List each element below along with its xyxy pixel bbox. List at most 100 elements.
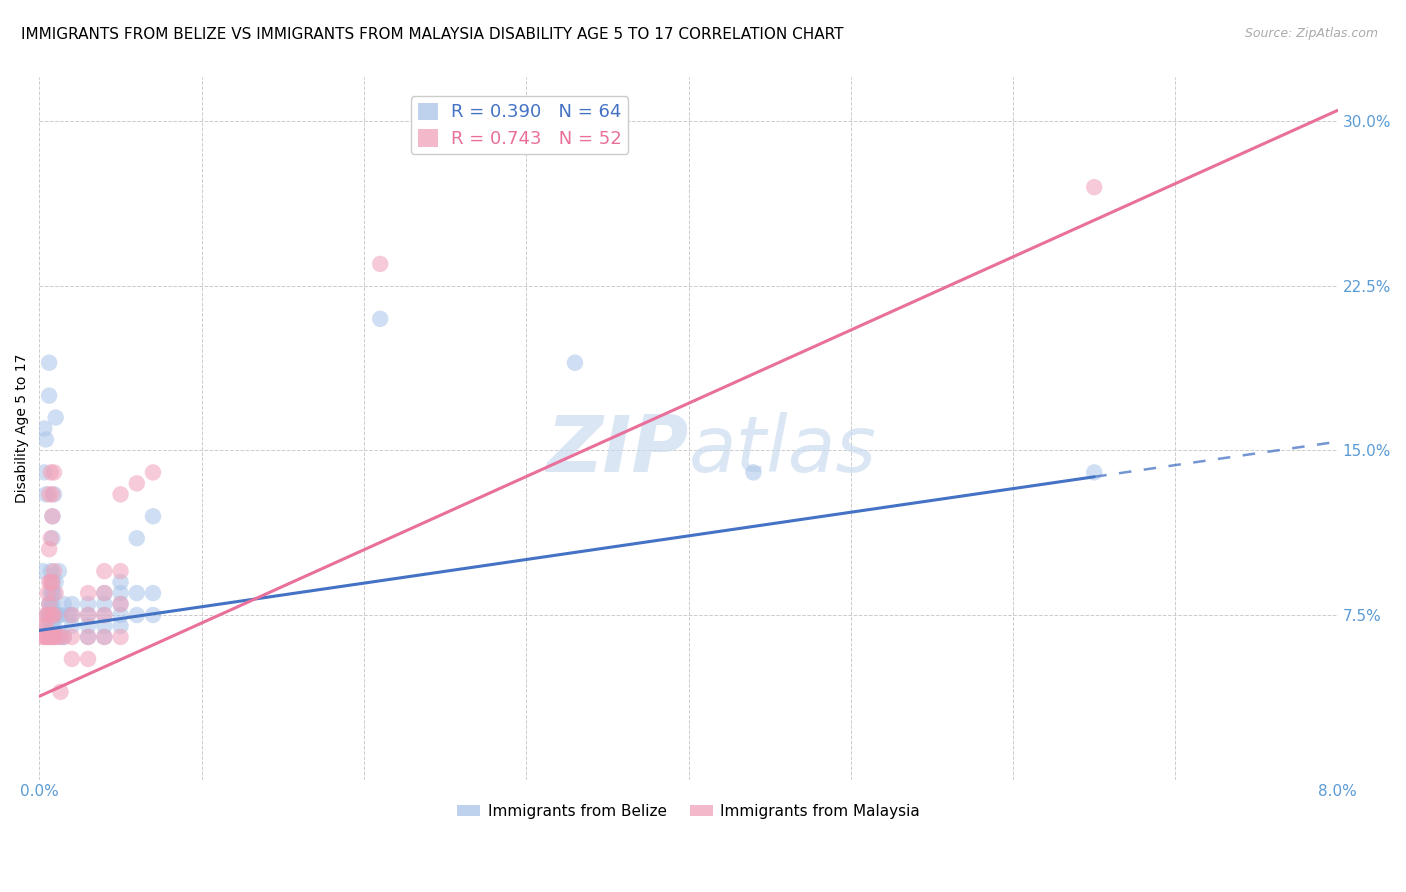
Point — [93, 586, 115, 600]
Point — [77, 652, 100, 666]
Point — [45, 586, 67, 600]
Point — [38, 575, 60, 590]
Point — [49, 608, 72, 623]
Point — [35, 630, 58, 644]
Point — [368, 257, 391, 271]
Point — [41, 575, 63, 590]
Point — [42, 608, 65, 623]
Point — [60, 652, 83, 666]
Point — [37, 608, 59, 623]
Point — [77, 608, 100, 623]
Point — [60, 608, 83, 623]
Point — [39, 531, 62, 545]
Point — [368, 311, 391, 326]
Point — [125, 476, 148, 491]
Point — [41, 608, 63, 623]
Point — [60, 597, 83, 611]
Point — [142, 586, 165, 600]
Point — [38, 597, 60, 611]
Point — [42, 564, 65, 578]
Point — [45, 410, 67, 425]
Point — [49, 685, 72, 699]
Point — [77, 608, 100, 623]
Point — [110, 630, 132, 644]
Text: ZIP: ZIP — [547, 411, 689, 488]
Text: IMMIGRANTS FROM BELIZE VS IMMIGRANTS FROM MALAYSIA DISABILITY AGE 5 TO 17 CORREL: IMMIGRANTS FROM BELIZE VS IMMIGRANTS FRO… — [21, 27, 844, 42]
Point — [142, 466, 165, 480]
Legend: Immigrants from Belize, Immigrants from Malaysia: Immigrants from Belize, Immigrants from … — [451, 797, 927, 824]
Text: atlas: atlas — [689, 411, 876, 488]
Point — [37, 619, 59, 633]
Point — [38, 597, 60, 611]
Point — [77, 630, 100, 644]
Point — [52, 630, 75, 644]
Point — [125, 608, 148, 623]
Point — [564, 356, 586, 370]
Point — [48, 608, 70, 623]
Point — [77, 586, 100, 600]
Point — [742, 466, 765, 480]
Point — [42, 630, 65, 644]
Y-axis label: Disability Age 5 to 17: Disability Age 5 to 17 — [15, 354, 30, 503]
Point — [32, 421, 55, 435]
Point — [39, 586, 62, 600]
Point — [37, 630, 59, 644]
Point — [142, 608, 165, 623]
Point — [93, 564, 115, 578]
Point — [93, 586, 115, 600]
Point — [42, 619, 65, 633]
Point — [110, 597, 132, 611]
Point — [39, 564, 62, 578]
Point — [110, 487, 132, 501]
Point — [32, 630, 55, 644]
Point — [41, 509, 63, 524]
Point — [41, 509, 63, 524]
Point — [48, 630, 70, 644]
Point — [38, 487, 60, 501]
Point — [42, 608, 65, 623]
Point — [52, 597, 75, 611]
Point — [93, 608, 115, 623]
Point — [93, 597, 115, 611]
Point — [110, 586, 132, 600]
Point — [110, 575, 132, 590]
Point — [58, 608, 80, 623]
Point — [32, 466, 55, 480]
Point — [125, 531, 148, 545]
Point — [41, 531, 63, 545]
Point — [39, 608, 62, 623]
Point — [31, 564, 53, 578]
Point — [35, 433, 58, 447]
Point — [41, 586, 63, 600]
Point — [93, 619, 115, 633]
Point — [38, 608, 60, 623]
Point — [110, 608, 132, 623]
Point — [77, 597, 100, 611]
Point — [38, 630, 60, 644]
Point — [93, 630, 115, 644]
Point — [38, 389, 60, 403]
Point — [31, 630, 53, 644]
Point — [110, 564, 132, 578]
Point — [41, 619, 63, 633]
Point — [39, 619, 62, 633]
Point — [77, 630, 100, 644]
Point — [125, 586, 148, 600]
Point — [42, 466, 65, 480]
Point — [37, 608, 59, 623]
Point — [32, 619, 55, 633]
Point — [38, 356, 60, 370]
Point — [45, 608, 67, 623]
Point — [41, 630, 63, 644]
Point — [42, 487, 65, 501]
Point — [93, 630, 115, 644]
Point — [35, 619, 58, 633]
Point — [60, 630, 83, 644]
Point — [41, 608, 63, 623]
Point — [77, 619, 100, 633]
Point — [1083, 466, 1105, 480]
Point — [45, 630, 67, 644]
Point — [35, 608, 58, 623]
Point — [39, 597, 62, 611]
Point — [41, 597, 63, 611]
